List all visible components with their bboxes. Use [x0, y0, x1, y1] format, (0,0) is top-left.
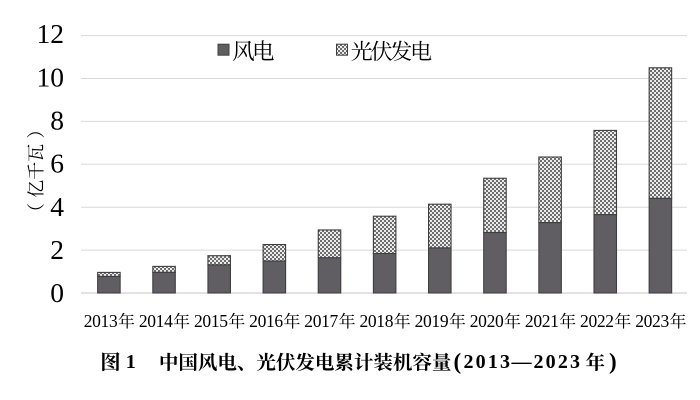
svg-text:10: 10: [37, 61, 65, 92]
svg-text:4: 4: [50, 191, 64, 222]
svg-text:2019: 2019: [415, 311, 449, 331]
svg-text:(: (: [454, 349, 462, 374]
svg-text:2022: 2022: [580, 311, 614, 331]
svg-text:8: 8: [50, 105, 64, 136]
svg-text:): ): [609, 349, 617, 374]
svg-text:1: 1: [126, 351, 136, 373]
svg-text:2018: 2018: [359, 311, 393, 331]
svg-text:2016: 2016: [249, 311, 283, 331]
svg-text:2: 2: [50, 234, 64, 265]
svg-text:2013: 2013: [84, 311, 118, 331]
svg-text:2021: 2021: [525, 311, 559, 331]
svg-text:2023: 2023: [635, 311, 669, 331]
svg-text:—: —: [511, 351, 533, 373]
svg-text:6: 6: [50, 148, 64, 179]
svg-text:2015: 2015: [194, 311, 228, 331]
svg-text:0: 0: [50, 277, 64, 308]
svg-text:2020: 2020: [470, 311, 504, 331]
svg-text:12: 12: [37, 18, 65, 49]
svg-text:2017: 2017: [304, 311, 338, 331]
svg-text:2014: 2014: [139, 311, 173, 331]
